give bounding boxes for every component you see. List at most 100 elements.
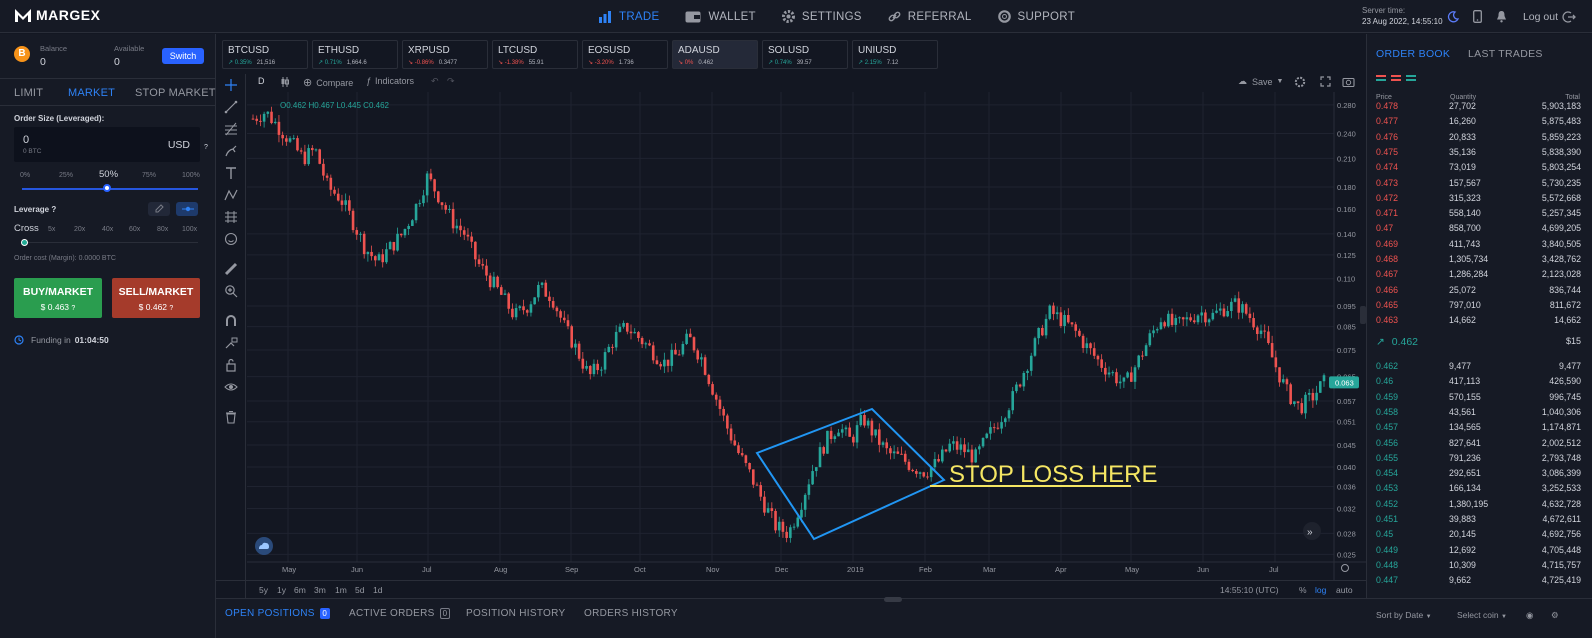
undo-icon[interactable]: ↶ — [431, 76, 439, 86]
bell-icon[interactable] — [1496, 10, 1507, 23]
candle-type-icon[interactable] — [280, 76, 290, 88]
leverage-option[interactable]: 5x — [48, 226, 56, 233]
zoom-icon[interactable] — [224, 284, 238, 298]
leverage-edit-button[interactable] — [148, 202, 170, 216]
fullscreen-icon[interactable] — [1320, 76, 1331, 87]
ticker-uniusd[interactable]: UNIUSD ↗ 2.15% 7.12 — [852, 40, 938, 69]
book-row[interactable]: 0.477 16,260 5,875,483 — [1367, 116, 1592, 131]
panel-settings-icon[interactable]: ⚙ — [1551, 610, 1559, 620]
ticker-eosusd[interactable]: EOSUSD ↘ -3.20% 1.736 — [582, 40, 668, 69]
slider-handle[interactable] — [103, 184, 111, 192]
nav-referral[interactable]: REFERRAL — [888, 10, 972, 23]
eye-toggle-icon[interactable]: ◉ — [1526, 610, 1534, 620]
mobile-icon[interactable] — [1473, 10, 1482, 23]
book-row[interactable]: 0.471 558,140 5,257,345 — [1367, 208, 1592, 223]
log-scale-toggle[interactable]: log — [1315, 585, 1327, 595]
lock-icon[interactable] — [224, 358, 238, 372]
text-icon[interactable] — [224, 166, 238, 180]
interval-button[interactable]: D — [258, 76, 265, 86]
order-size-help-icon[interactable]: ? — [204, 144, 208, 151]
book-row[interactable]: 0.45 20,145 4,692,756 — [1367, 529, 1592, 544]
book-row[interactable]: 0.466 25,072 836,744 — [1367, 285, 1592, 300]
book-row[interactable]: 0.473 157,567 5,730,235 — [1367, 178, 1592, 193]
book-row[interactable]: 0.47 858,700 4,699,205 — [1367, 223, 1592, 238]
book-view-icons[interactable] — [1376, 74, 1416, 82]
nav-support[interactable]: SUPPORT — [997, 10, 1075, 23]
leverage-slider-button[interactable] — [176, 202, 198, 216]
book-row[interactable]: 0.465 797,010 811,672 — [1367, 300, 1592, 315]
range-1y[interactable]: 1y — [277, 585, 286, 595]
diamond-drawing[interactable] — [755, 407, 946, 541]
nav-trade[interactable]: TRADE — [598, 10, 659, 23]
emoji-icon[interactable] — [224, 232, 238, 246]
sell-market-button[interactable]: SELL/MARKET $ 0.462 ? — [112, 278, 200, 318]
tab-limit[interactable]: LIMIT — [14, 87, 44, 99]
ticker-solusd[interactable]: SOLUSD ↗ 0.74% 39.57 — [762, 40, 848, 69]
tab-stop-market[interactable]: STOP MARKET — [135, 87, 216, 99]
tab-last-trades[interactable]: LAST TRADES — [1468, 48, 1543, 60]
book-row[interactable]: 0.474 73,019 5,803,254 — [1367, 162, 1592, 177]
fib-icon[interactable] — [224, 122, 238, 136]
select-coin-dropdown[interactable]: Select coin ▼ — [1457, 610, 1507, 620]
book-row[interactable]: 0.476 20,833 5,859,223 — [1367, 132, 1592, 147]
book-row[interactable]: 0.459 570,155 996,745 — [1367, 392, 1592, 407]
leverage-option[interactable]: 40x — [102, 226, 114, 233]
book-row[interactable]: 0.468 1,305,734 3,428,762 — [1367, 254, 1592, 269]
axis-settings-icon[interactable] — [1341, 564, 1349, 572]
book-row[interactable]: 0.454 292,651 3,086,399 — [1367, 468, 1592, 483]
redo-icon[interactable]: ↷ — [447, 76, 455, 86]
book-row[interactable]: 0.451 39,883 4,672,611 — [1367, 514, 1592, 529]
save-button[interactable]: ☁ Save ▼ — [1238, 76, 1284, 87]
book-row[interactable]: 0.455 791,236 2,793,748 — [1367, 453, 1592, 468]
percent-option[interactable]: 100% — [182, 172, 200, 179]
book-row[interactable]: 0.469 411,743 3,840,505 — [1367, 239, 1592, 254]
leverage-option[interactable]: 20x — [74, 226, 86, 233]
leverage-option[interactable]: 60x — [129, 226, 141, 233]
compare-button[interactable]: ⊕ Compare — [303, 77, 354, 89]
clock-readout[interactable]: 14:55:10 (UTC) — [1220, 585, 1279, 595]
book-row[interactable]: 0.475 35,136 5,838,390 — [1367, 147, 1592, 162]
percent-option[interactable]: 75% — [142, 172, 157, 179]
book-row[interactable]: 0.467 1,286,284 2,123,028 — [1367, 269, 1592, 284]
magnet-icon[interactable] — [224, 314, 238, 328]
switch-button[interactable]: Switch — [162, 48, 204, 64]
panel-resize-handle[interactable] — [884, 597, 902, 602]
leverage-option[interactable]: 80x — [157, 226, 169, 233]
eye-icon[interactable] — [224, 380, 238, 394]
scroll-right-button[interactable] — [1303, 522, 1321, 540]
nav-settings[interactable]: SETTINGS — [781, 10, 862, 23]
tab-active-orders[interactable]: ACTIVE ORDERS 0 — [349, 608, 451, 619]
sort-dropdown[interactable]: Sort by Date ▼ — [1376, 610, 1432, 620]
tab-orders-history[interactable]: ORDERS HISTORY — [584, 608, 678, 619]
ticker-adausd[interactable]: ADAUSD ↘ 0% 0.462 — [672, 40, 758, 69]
range-5d[interactable]: 5d — [355, 585, 365, 595]
moon-icon[interactable] — [1447, 10, 1459, 23]
chart-settings-icon[interactable] — [1294, 76, 1306, 88]
order-size-input[interactable]: 0 0 BTC USD — [14, 127, 200, 162]
tab-market[interactable]: MARKET — [68, 87, 116, 99]
range-1d[interactable]: 1d — [373, 585, 383, 595]
book-row[interactable]: 0.463 14,662 14,662 — [1367, 315, 1592, 330]
book-row[interactable]: 0.447 9,662 4,725,419 — [1367, 575, 1592, 590]
auto-scale-toggle[interactable]: auto — [1336, 585, 1353, 595]
buy-market-button[interactable]: BUY/MARKET $ 0.463 ? — [14, 278, 102, 318]
percent-option-selected[interactable]: 50% — [99, 169, 119, 180]
brush-icon[interactable] — [224, 144, 238, 158]
ticker-ltcusd[interactable]: LTCUSD ↘ -1.38% 55.91 — [492, 40, 578, 69]
cloud-sync-icon[interactable] — [254, 536, 274, 556]
ruler-icon[interactable] — [224, 262, 238, 276]
tab-position-history[interactable]: POSITION HISTORY — [466, 608, 566, 619]
trend-line-icon[interactable] — [224, 100, 238, 114]
book-row[interactable]: 0.458 43,561 1,040,306 — [1367, 407, 1592, 422]
book-row[interactable]: 0.452 1,380,195 4,632,728 — [1367, 499, 1592, 514]
indicators-button[interactable]: ƒ Indicators — [366, 76, 415, 86]
book-row[interactable]: 0.448 10,309 4,715,757 — [1367, 560, 1592, 575]
book-row[interactable]: 0.456 827,641 2,002,512 — [1367, 438, 1592, 453]
book-row[interactable]: 0.46 417,113 426,590 — [1367, 376, 1592, 391]
ticker-xrpusd[interactable]: XRPUSD ↘ -0.86% 0.3477 — [402, 40, 488, 69]
tab-open-positions[interactable]: OPEN POSITIONS 0 — [225, 608, 330, 619]
book-row[interactable]: 0.449 12,692 4,705,448 — [1367, 545, 1592, 560]
leverage-slider[interactable] — [24, 242, 198, 243]
range-6m[interactable]: 6m — [294, 585, 306, 595]
book-row[interactable]: 0.478 27,702 5,903,183 — [1367, 101, 1592, 116]
